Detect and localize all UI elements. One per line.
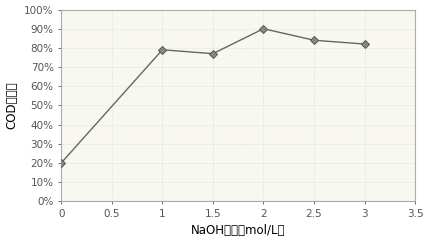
X-axis label: NaOH浓度（mol/L）: NaOH浓度（mol/L） (191, 225, 285, 237)
Y-axis label: COD去除率: COD去除率 (6, 82, 18, 129)
